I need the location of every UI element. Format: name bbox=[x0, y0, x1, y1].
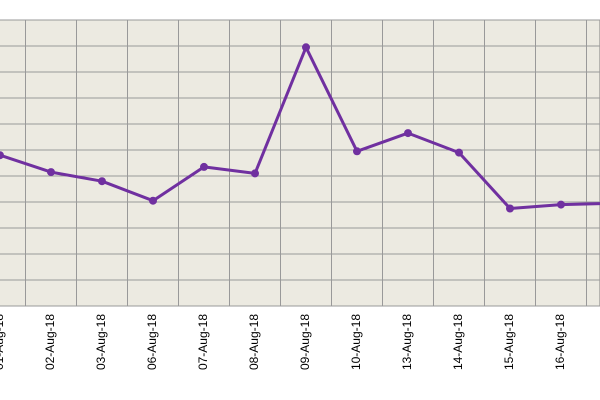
data-point bbox=[251, 169, 259, 178]
x-tick-label: 09-Aug-18 bbox=[298, 314, 312, 370]
x-tick-label: 01-Aug-18 bbox=[0, 314, 6, 370]
data-point bbox=[302, 43, 310, 52]
data-point bbox=[455, 148, 463, 157]
x-tick-label: 03-Aug-18 bbox=[94, 314, 108, 370]
x-tick-label: 06-Aug-18 bbox=[145, 314, 159, 370]
data-point bbox=[557, 200, 565, 209]
data-point bbox=[200, 162, 208, 171]
x-tick-label: 02-Aug-18 bbox=[43, 314, 57, 370]
data-point bbox=[353, 147, 361, 156]
x-tick-label: 08-Aug-18 bbox=[247, 314, 261, 370]
data-point bbox=[149, 196, 157, 205]
data-point bbox=[0, 151, 4, 160]
x-tick-label: 10-Aug-18 bbox=[349, 314, 363, 370]
x-tick-label: 13-Aug-18 bbox=[400, 314, 414, 370]
x-tick-label: 07-Aug-18 bbox=[196, 314, 210, 370]
x-tick-label: 16-Aug-18 bbox=[553, 314, 567, 370]
data-point bbox=[404, 129, 412, 138]
x-tick-label: 14-Aug-18 bbox=[451, 314, 465, 370]
x-tick-label: 15-Aug-18 bbox=[502, 314, 516, 370]
plot-area bbox=[0, 19, 600, 307]
data-point bbox=[98, 177, 106, 186]
data-point bbox=[506, 204, 514, 213]
data-point bbox=[47, 168, 55, 177]
